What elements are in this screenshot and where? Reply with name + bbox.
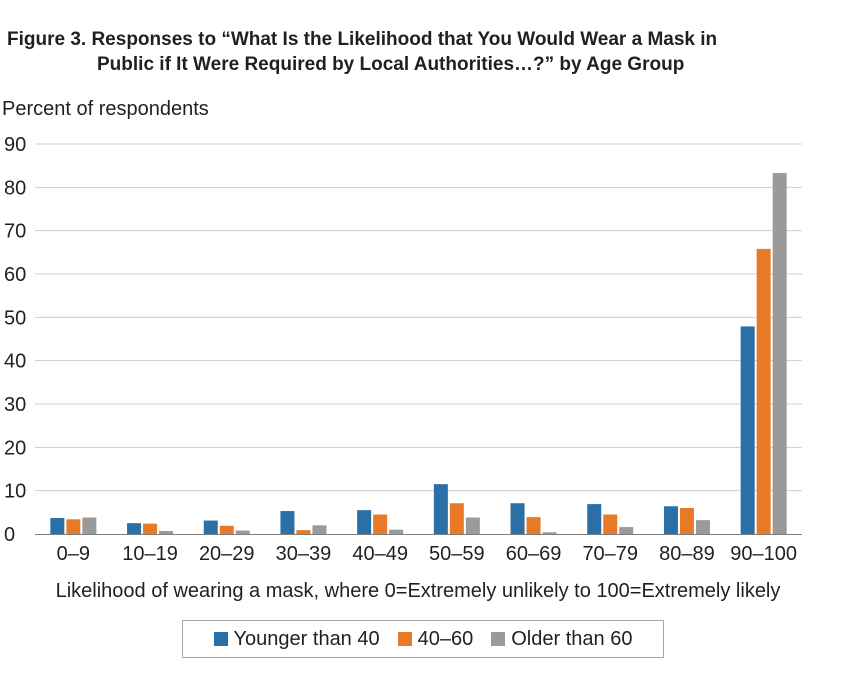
bar (679, 508, 694, 534)
bar (465, 517, 480, 534)
bar (280, 511, 295, 534)
y-tick-label: 70 (4, 221, 26, 243)
bar (50, 517, 65, 534)
legend: Younger than 40 40–60 Older than 60 (182, 620, 664, 658)
bar (127, 523, 142, 534)
bar (143, 523, 158, 534)
bar (587, 504, 602, 534)
x-tick-label: 60–69 (506, 543, 562, 565)
bar (389, 529, 404, 534)
x-tick-label: 70–79 (582, 543, 638, 565)
y-tick-label: 80 (4, 177, 26, 199)
x-tick-label: 40–49 (352, 543, 408, 565)
x-tick-label: 50–59 (429, 543, 485, 565)
bar (203, 520, 218, 534)
y-tick-label: 10 (4, 481, 26, 503)
x-tick-label: 0–9 (57, 543, 90, 565)
bar (603, 514, 618, 534)
bar (619, 527, 634, 534)
y-tick-label: 20 (4, 437, 26, 459)
bar (373, 514, 388, 534)
bar (510, 503, 525, 534)
legend-item: 40–60 (397, 627, 474, 651)
bars (50, 173, 787, 535)
bar (159, 530, 174, 534)
y-tick-label: 50 (4, 307, 26, 329)
x-axis-ticks: 0–9 10–19 20–29 30–39 40–49 50–59 60–69 70–79 80… (57, 543, 797, 565)
legend-label: Younger than 40 (233, 627, 380, 650)
bar (772, 173, 787, 535)
y-tick-label: 60 (4, 264, 26, 286)
bar (235, 530, 250, 534)
x-tick-label: 10–19 (122, 543, 178, 565)
y-tick-label: 0 (4, 524, 15, 546)
x-tick-label: 90–100 (730, 543, 797, 565)
gridlines (35, 143, 802, 492)
y-axis-ticks: 0 10 20 30 40 50 60 70 80 90 (4, 134, 26, 546)
x-axis-label: Likelihood of wearing a mask, where 0=Ex… (56, 580, 781, 602)
bar (542, 532, 557, 534)
x-tick-label: 30–39 (276, 543, 332, 565)
bar (66, 519, 81, 534)
legend-swatch (491, 632, 506, 646)
legend-swatch (397, 632, 412, 646)
y-tick-label: 90 (4, 134, 26, 156)
y-tick-label: 40 (4, 351, 26, 373)
legend-swatch (213, 632, 228, 646)
bar (449, 503, 464, 534)
bar (740, 326, 755, 534)
bar-chart: 0 10 20 30 40 50 60 70 80 90 0–9 10–19 20–29 30–39 40… (4, 134, 802, 602)
bar (526, 517, 541, 534)
x-tick-label: 20–29 (199, 543, 255, 565)
legend-label: 40–60 (417, 627, 474, 650)
y-tick-label: 30 (4, 394, 26, 416)
y-axis-label: Percent of respondents (2, 98, 209, 120)
bar (756, 248, 771, 534)
bar (82, 517, 97, 534)
legend-item: Older than 60 (491, 628, 632, 651)
chart-title-line-2: Public if It Were Required by Local Auth… (97, 54, 685, 75)
bar (357, 510, 372, 534)
legend-item: Younger than 40 (213, 627, 380, 651)
legend-label: Older than 60 (511, 627, 633, 650)
x-tick-label: 80–89 (659, 543, 715, 565)
bar (219, 525, 234, 534)
bar (296, 530, 311, 534)
bar (312, 525, 327, 534)
bar (663, 506, 678, 534)
bar (695, 520, 710, 534)
chart-title-line-1: Figure 3. Responses to “What Is the Like… (7, 29, 718, 50)
bar (433, 484, 448, 534)
